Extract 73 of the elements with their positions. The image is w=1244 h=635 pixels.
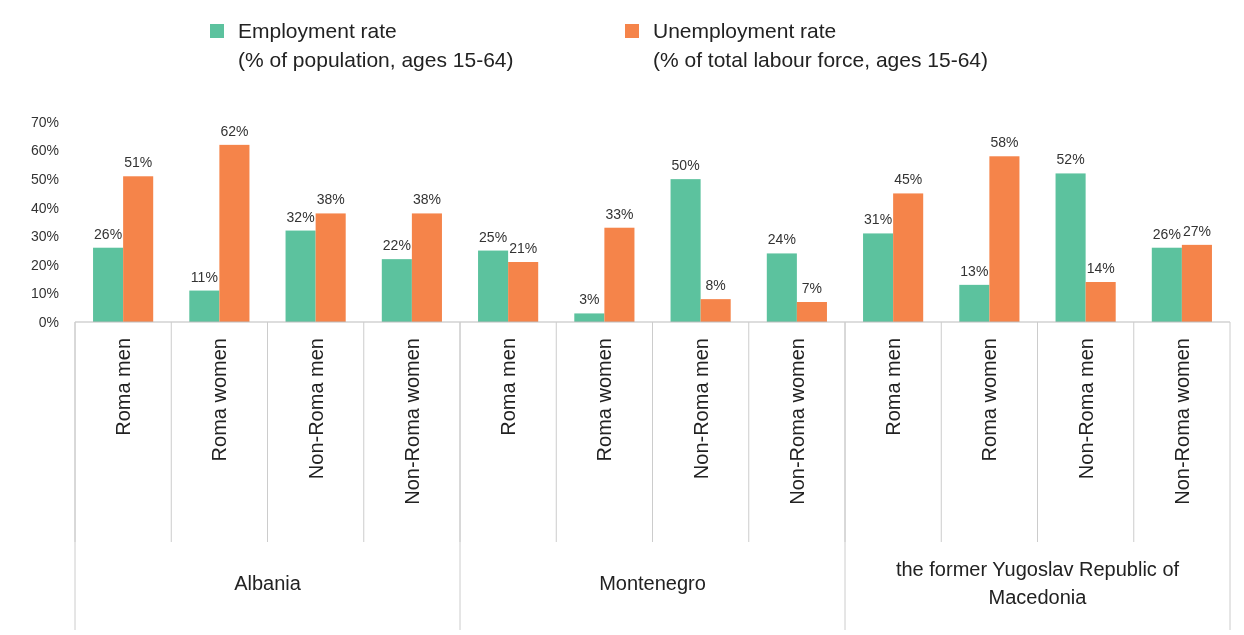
bar (219, 144, 250, 322)
x-tick-label: Roma women (978, 338, 1001, 462)
data-label: 26% (1152, 225, 1181, 242)
data-label: 26% (94, 225, 123, 242)
bar (766, 253, 797, 322)
data-label: 25% (479, 228, 508, 245)
data-label: 11% (190, 268, 218, 285)
bar (863, 233, 894, 322)
bar (93, 247, 124, 322)
x-tick-label: Non-Roma men (689, 338, 712, 480)
data-label: 32% (286, 208, 315, 225)
data-label: 22% (382, 237, 411, 254)
bar (574, 313, 605, 322)
x-tick-label: Non-Roma women (785, 338, 808, 505)
bar (796, 302, 827, 322)
x-tick-label: Non-Roma men (1074, 338, 1097, 480)
x-tick-label: Roma women (593, 338, 616, 462)
y-tick-label: 10% (30, 285, 59, 302)
x-tick-label: Non-Roma men (304, 338, 327, 480)
x-tick-label: Non-Roma women (400, 338, 423, 505)
data-label: 62% (220, 122, 249, 139)
data-label: 58% (990, 134, 1019, 151)
data-label: 52% (1056, 151, 1085, 168)
bar (1181, 244, 1212, 322)
x-tick-label: Roma men (882, 338, 905, 436)
data-label: 33% (605, 205, 634, 222)
legend-label: Unemployment rate (% of total labour force, ages 15-64) (653, 19, 989, 71)
data-label: 8% (705, 277, 726, 294)
x-tick-label: Non-Roma women (1170, 338, 1193, 505)
bar (189, 290, 220, 322)
text: Albania (234, 572, 302, 594)
data-label: 21% (509, 240, 538, 256)
y-tick-label: 70% (30, 113, 59, 130)
bar (989, 156, 1020, 322)
y-tick-label: 0% (38, 313, 59, 330)
text: the former Yugoslav Republic of Macedonia (895, 558, 1180, 608)
bar (604, 227, 635, 322)
data-label: 24% (767, 231, 796, 248)
y-tick-label: 20% (30, 256, 59, 273)
data-label: 13% (960, 262, 989, 279)
bar (1055, 173, 1086, 322)
y-tick-label: 60% (30, 142, 59, 159)
bar (285, 230, 316, 322)
data-label: 45% (894, 171, 923, 188)
data-label: 27% (1182, 222, 1211, 239)
bar (700, 299, 731, 322)
data-label: 3% (579, 291, 600, 308)
bar (1151, 247, 1182, 322)
bar (508, 262, 539, 322)
data-label: 14% (1086, 260, 1115, 276)
x-tick-label: Roma women (208, 338, 231, 462)
bar (381, 259, 412, 322)
x-tick-label: Roma men (497, 338, 520, 436)
text: Montenegro (599, 572, 706, 594)
data-label: 7% (801, 280, 823, 296)
legend-label: Employment rate (% of population, ages 15-64) (238, 19, 514, 71)
bar (670, 179, 701, 322)
bar (123, 176, 154, 322)
data-label: 50% (671, 157, 700, 174)
bar (959, 284, 990, 322)
y-tick-label: 30% (30, 228, 59, 245)
data-label: 38% (316, 191, 345, 208)
bar (1085, 282, 1116, 322)
bar (411, 213, 442, 322)
data-label: 51% (124, 154, 153, 171)
y-tick-label: 50% (30, 171, 59, 188)
data-label: 31% (864, 211, 893, 228)
y-tick-label: 40% (30, 199, 59, 216)
bar (315, 213, 346, 322)
data-label: 38% (412, 191, 441, 208)
bar (893, 193, 924, 322)
x-tick-label: Roma men (112, 338, 135, 436)
bar (478, 250, 509, 322)
